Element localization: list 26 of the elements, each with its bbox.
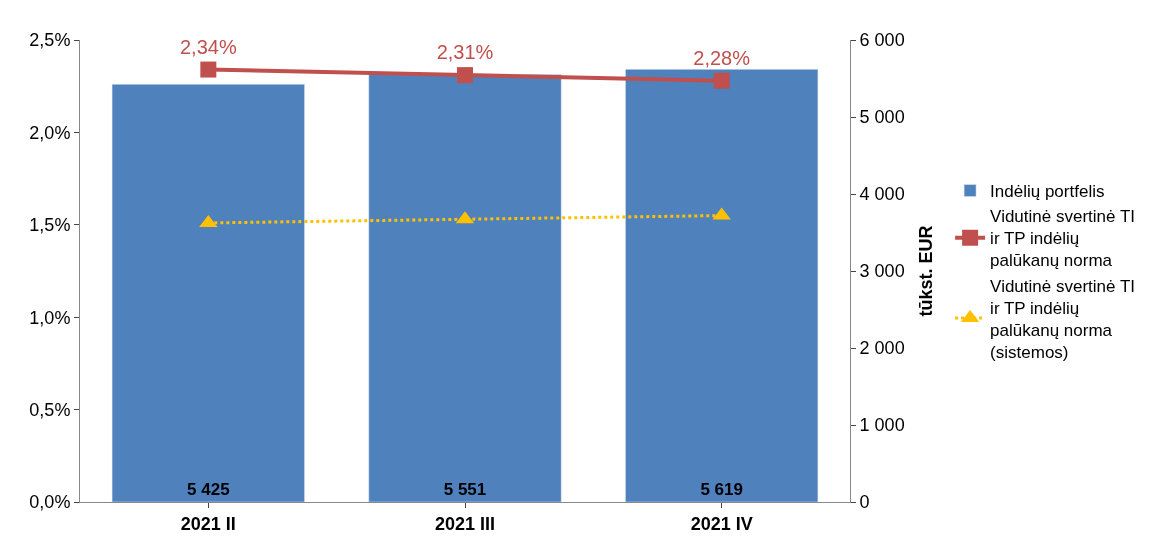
y2-tick-label: 1 000 — [859, 415, 905, 436]
x-tick-label: 2021 IV — [690, 513, 753, 534]
x-tick-label: 2021 III — [434, 513, 496, 534]
y2-tick-label: 5 000 — [859, 107, 905, 128]
y-tick-label: 0,5% — [29, 399, 71, 420]
legend-label: Indėlių portfelis — [990, 182, 1105, 202]
data-label: 2,31% — [436, 41, 494, 64]
data-label: 2,34% — [179, 35, 237, 58]
y-tick-label: 0,0% — [29, 492, 71, 513]
y2-tick-label: 4 000 — [859, 184, 905, 205]
data-label: 5 619 — [700, 480, 743, 499]
data-label: 5 425 — [187, 480, 230, 499]
y-tick-label: 1,5% — [29, 215, 71, 236]
y2-tick-label: 3 000 — [859, 261, 905, 282]
y-tick-label: 1,0% — [29, 307, 71, 328]
data-label: 2,28% — [693, 46, 751, 69]
y2-tick-label: 0 — [859, 492, 870, 513]
y2-tick-label: 2 000 — [859, 338, 905, 359]
y-tick-label: 2,0% — [29, 122, 71, 143]
y2-tick-label: 6 000 — [859, 30, 905, 51]
legend-label: Vidutinė svertinė TI ir TP indėlių palūkanų norma — [990, 207, 1136, 271]
y-tick-label: 2,5% — [29, 30, 71, 51]
data-label: 5 551 — [443, 480, 487, 499]
x-tick-label: 2021 II — [180, 513, 236, 534]
legend-label: Vidutinė svertinė TI ir TP indėlių palūkanų norma (sistemos) — [990, 276, 1136, 362]
y2-axis-title: tūkst. EUR — [915, 225, 936, 317]
